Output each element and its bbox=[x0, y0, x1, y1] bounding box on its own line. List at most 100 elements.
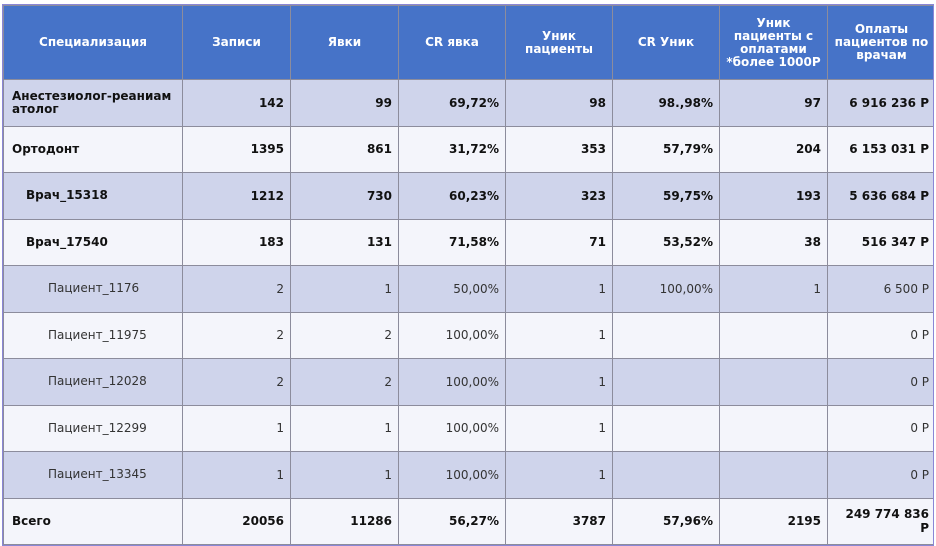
table-cell: 100,00% bbox=[398, 358, 506, 406]
header-cell: Уник пациенты bbox=[505, 5, 613, 80]
table-cell: 1395 bbox=[182, 125, 291, 173]
table-cell: 1212 bbox=[182, 172, 291, 220]
table-cell: 183 bbox=[182, 218, 291, 266]
table-cell: 193 bbox=[719, 172, 828, 220]
table-cell: 1 bbox=[719, 265, 828, 313]
table-cell: Пациент_11975 bbox=[3, 311, 183, 359]
header-cell: Оплаты пациентов по врачам bbox=[827, 5, 933, 80]
table-cell: 60,23% bbox=[398, 172, 506, 220]
table-cell: 131 bbox=[290, 218, 399, 266]
table-cell: 2 bbox=[290, 311, 399, 359]
table-cell: 98 bbox=[505, 79, 613, 127]
header-cell: Явки bbox=[290, 5, 399, 80]
table-cell: 59,75% bbox=[612, 172, 720, 220]
table-body: Анестезиолог-реаниам атолог 142 99 69,72% 98… bbox=[3, 79, 933, 545]
table: Специализация Записи Явки CR явка Уник пацие… bbox=[3, 5, 933, 545]
table-row: Пациент_12028 2 2 100,00% 1 0 Р bbox=[3, 358, 933, 406]
table-cell: 71 bbox=[505, 218, 613, 266]
table-cell: Врач_15318 bbox=[3, 172, 183, 220]
header-cell: Уник пациенты с оплатами *более 1000Р bbox=[719, 5, 828, 80]
table-cell: 516 347 Р bbox=[827, 218, 933, 266]
table-cell: 1 bbox=[505, 265, 613, 313]
table-cell: 0 Р bbox=[827, 404, 933, 452]
table-cell: 38 bbox=[719, 218, 828, 266]
table-cell: 53,52% bbox=[612, 218, 720, 266]
table-cell: 100,00% bbox=[398, 311, 506, 359]
table-cell: Ортодонт bbox=[3, 125, 183, 173]
empty-cell bbox=[612, 404, 720, 452]
table-cell: 99 bbox=[290, 79, 399, 127]
table-cell: 11286 bbox=[290, 497, 399, 545]
table-cell: 57,96% bbox=[612, 497, 720, 545]
table-cell: 730 bbox=[290, 172, 399, 220]
table-row: Пациент_13345 1 1 100,00% 1 0 Р bbox=[3, 451, 933, 499]
table-cell: 31,72% bbox=[398, 125, 506, 173]
empty-cell bbox=[719, 451, 828, 499]
table-cell: Пациент_12028 bbox=[3, 358, 183, 406]
header-cell: Специализация bbox=[3, 5, 183, 80]
table-cell: 0 Р bbox=[827, 451, 933, 499]
table-cell: 3787 bbox=[505, 497, 613, 545]
table-cell: 69,72% bbox=[398, 79, 506, 127]
table-cell: 1 bbox=[182, 404, 291, 452]
table-row: Пациент_11975 2 2 100,00% 1 0 Р bbox=[3, 311, 933, 359]
empty-cell bbox=[719, 404, 828, 452]
table-cell: 5 636 684 Р bbox=[827, 172, 933, 220]
header-cell: Записи bbox=[182, 5, 291, 80]
table-cell: 98.,98% bbox=[612, 79, 720, 127]
table-cell: Анестезиолог-реаниам атолог bbox=[3, 79, 183, 127]
empty-cell bbox=[612, 451, 720, 499]
table-cell: 861 bbox=[290, 125, 399, 173]
empty-cell bbox=[612, 311, 720, 359]
table-row: Всего 20056 11286 56,27% 3787 57,96% 2195 249 7… bbox=[3, 497, 933, 545]
table-cell: 56,27% bbox=[398, 497, 506, 545]
table-cell: 6 153 031 Р bbox=[827, 125, 933, 173]
table-row: Врач_15318 1212 730 60,23% 323 59,75% 193 5 636… bbox=[3, 172, 933, 220]
table-cell: Всего bbox=[3, 497, 183, 545]
table-cell: 2 bbox=[182, 265, 291, 313]
header-cell: CR явка bbox=[398, 5, 506, 80]
table-cell: 1 bbox=[505, 404, 613, 452]
header-row: Специализация Записи Явки CR явка Уник пацие… bbox=[3, 5, 933, 80]
table-cell: 71,58% bbox=[398, 218, 506, 266]
table-cell: Врач_17540 bbox=[3, 218, 183, 266]
table-cell: 6 916 236 Р bbox=[827, 79, 933, 127]
table-cell: 353 bbox=[505, 125, 613, 173]
table-cell: Пациент_12299 bbox=[3, 404, 183, 452]
table-row: Ортодонт 1395 861 31,72% 353 57,79% 204 6 153 0… bbox=[3, 125, 933, 173]
table-cell: 1 bbox=[505, 358, 613, 406]
table-cell: 100,00% bbox=[612, 265, 720, 313]
table-cell: 249 774 836 Р bbox=[827, 497, 933, 545]
table-cell: 100,00% bbox=[398, 451, 506, 499]
table-row: Врач_17540 183 131 71,58% 71 53,52% 38 516 347 … bbox=[3, 218, 933, 266]
table-cell: 100,00% bbox=[398, 404, 506, 452]
table-cell: 20056 bbox=[182, 497, 291, 545]
table-cell: 1 bbox=[290, 404, 399, 452]
table-cell: 0 Р bbox=[827, 358, 933, 406]
table-cell: 2 bbox=[182, 358, 291, 406]
table-cell: 50,00% bbox=[398, 265, 506, 313]
empty-cell bbox=[719, 358, 828, 406]
table-cell: 57,79% bbox=[612, 125, 720, 173]
table-row: Анестезиолог-реаниам атолог 142 99 69,72% 98… bbox=[3, 79, 933, 127]
table-cell: 142 bbox=[182, 79, 291, 127]
table-cell: 323 bbox=[505, 172, 613, 220]
table-cell: 1 bbox=[290, 265, 399, 313]
table-cell: 2 bbox=[182, 311, 291, 359]
table-cell: 6 500 Р bbox=[827, 265, 933, 313]
table-cell: 1 bbox=[505, 311, 613, 359]
table-cell: 1 bbox=[182, 451, 291, 499]
table-cell: Пациент_1176 bbox=[3, 265, 183, 313]
table-cell: 0 Р bbox=[827, 311, 933, 359]
table-cell: 2195 bbox=[719, 497, 828, 545]
table-container: Специализация Записи Явки CR явка Уник пацие… bbox=[2, 4, 934, 546]
table-cell: 97 bbox=[719, 79, 828, 127]
table-row: Пациент_12299 1 1 100,00% 1 0 Р bbox=[3, 404, 933, 452]
table-cell: 204 bbox=[719, 125, 828, 173]
table-cell: 1 bbox=[505, 451, 613, 499]
table-row: Пациент_1176 2 1 50,00% 1 100,00% 1 6 500 Р bbox=[3, 265, 933, 313]
table-cell: 2 bbox=[290, 358, 399, 406]
table-cell: 1 bbox=[290, 451, 399, 499]
empty-cell bbox=[719, 311, 828, 359]
